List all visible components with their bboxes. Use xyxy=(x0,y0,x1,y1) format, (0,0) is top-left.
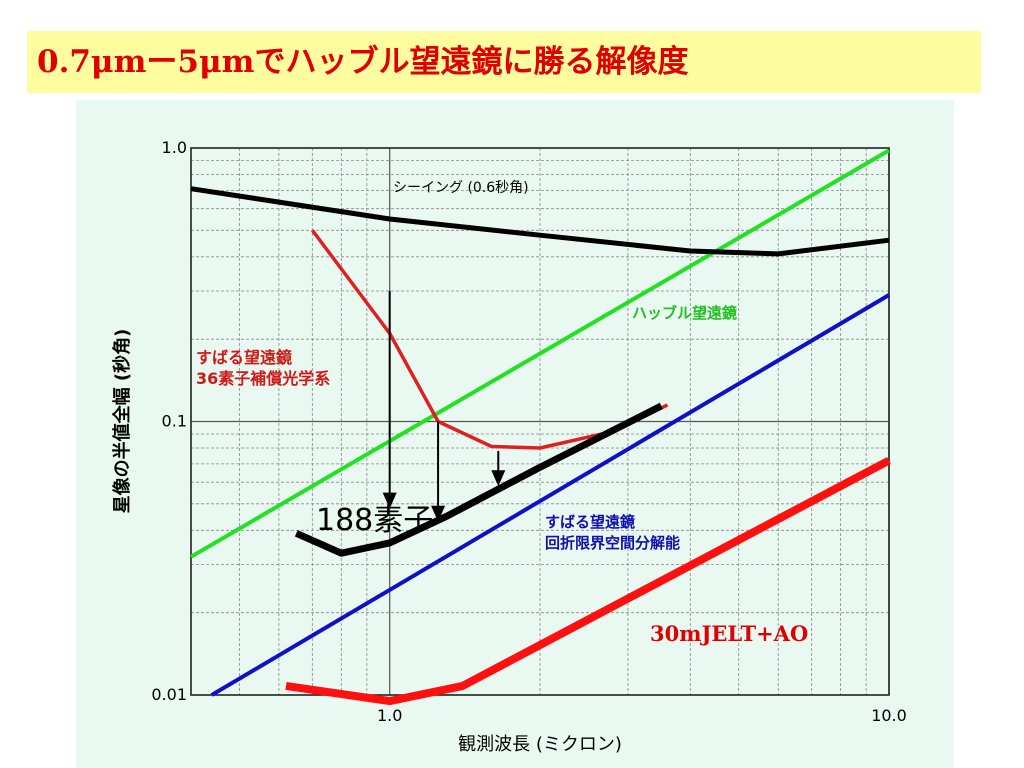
annotation-diffraction-line2: 回折限界空間分解能 xyxy=(545,534,680,552)
series-line-diffraction xyxy=(210,293,891,697)
x-tick-label: 10.0 xyxy=(871,706,907,725)
arrow-layer xyxy=(382,291,506,522)
x-tick-label: 1.0 xyxy=(377,706,402,725)
y-axis-label: 星像の半値全幅 (秒角) xyxy=(111,329,133,514)
series-line-hubble xyxy=(189,148,891,559)
slide-title-bar: 0.7μmー5μmでハッブル望遠鏡に勝る解像度 xyxy=(27,31,981,93)
annotation-ao188: 188素子 xyxy=(316,503,433,538)
series-line-jelt xyxy=(285,456,891,706)
annotation-seeing: シーイング (0.6秒角) xyxy=(393,180,529,196)
annotation-subaru-ao36-line1: すばる望遠鏡 xyxy=(196,348,292,367)
annotation-hubble: ハッブル望遠鏡 xyxy=(632,304,737,322)
annotation-jelt: 30mJELT+AO xyxy=(650,621,808,646)
y-tick-label: 0.1 xyxy=(162,412,187,431)
tick-layer: 1.0 10.0 1.0 0.1 0.01 xyxy=(151,138,906,725)
series-line-seeing xyxy=(190,186,890,257)
series-line-subaru-ao36 xyxy=(310,229,669,450)
series-line-ao188 xyxy=(294,402,663,557)
grid-layer xyxy=(190,148,890,695)
y-tick-label: 1.0 xyxy=(162,138,187,157)
annotation-subaru-ao36-line2: 36素子補償光学系 xyxy=(196,369,330,388)
x-axis-label: 観測波長 (ミクロン) xyxy=(458,734,622,755)
slide-title: 0.7μmー5μmでハッブル望遠鏡に勝る解像度 xyxy=(37,44,689,80)
arrow-head-1 xyxy=(382,492,397,509)
arrow-head-3 xyxy=(491,470,506,487)
arrow-head-2 xyxy=(431,505,446,522)
plot-frame xyxy=(190,147,890,696)
y-tick-label: 0.01 xyxy=(151,685,187,704)
annotation-diffraction-line1: すばる望遠鏡 xyxy=(545,513,635,531)
